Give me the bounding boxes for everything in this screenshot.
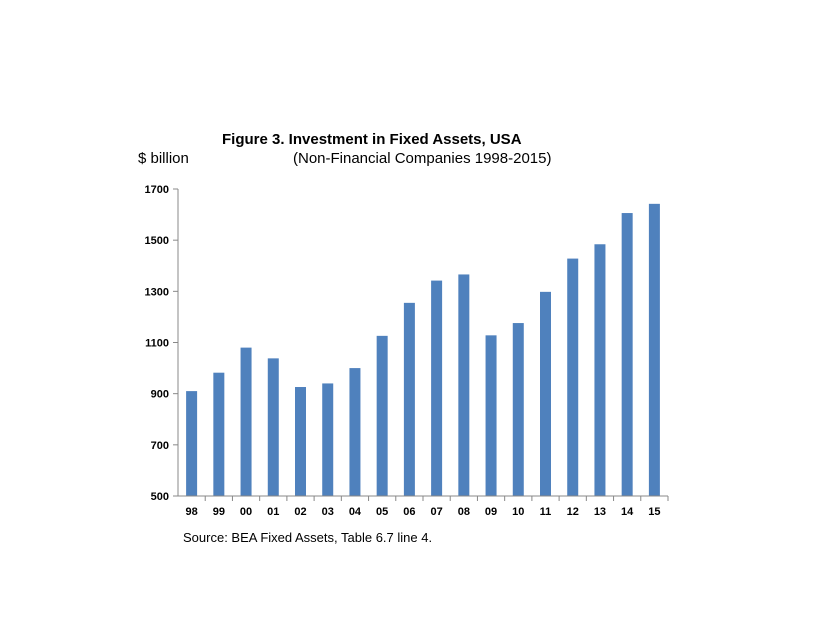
x-tick-label: 08	[458, 506, 470, 518]
source-note: Source: BEA Fixed Assets, Table 6.7 line…	[183, 530, 433, 545]
y-tick-label: 1500	[145, 235, 169, 247]
bar-11	[540, 291, 551, 496]
x-tick-label: 07	[430, 506, 442, 518]
x-tick-label: 13	[594, 506, 606, 518]
y-axis-unit-label: $ billion	[138, 150, 189, 167]
x-tick-label: 01	[267, 506, 279, 518]
x-tick-label: 98	[185, 506, 197, 518]
x-tick-label: 10	[512, 506, 524, 518]
y-tick-label: 700	[151, 440, 169, 452]
bar-00	[240, 347, 252, 496]
y-tick-label: 500	[151, 491, 169, 503]
bar-08	[458, 274, 470, 496]
chart-title: Figure 3. Investment in Fixed Assets, US…	[222, 131, 522, 148]
x-tick-label: 15	[648, 506, 660, 518]
chart-subtitle: (Non-Financial Companies 1998-2015)	[293, 150, 552, 167]
y-tick-label: 1100	[145, 338, 169, 350]
x-axis: 98 99 00 01 02 03 04 05 06 07 08 09 10 11 12 13 14 15	[185, 496, 669, 518]
x-tick-label: 03	[322, 506, 334, 518]
x-tick-label: 11	[540, 506, 552, 518]
x-tick-label: 99	[213, 506, 225, 518]
bar-02	[295, 387, 306, 496]
bar-03	[322, 383, 334, 496]
bar-12	[567, 258, 579, 496]
x-tick-label: 09	[485, 506, 497, 518]
bar-06	[403, 302, 415, 496]
y-tick-label: 1700	[145, 184, 169, 196]
bar-05	[376, 335, 388, 496]
bar-10	[512, 323, 524, 496]
bar-13	[594, 244, 606, 496]
y-axis: 500 700 900 1100 1300 1500 1700	[145, 184, 178, 503]
bar-15	[648, 203, 660, 497]
bar-09	[485, 335, 497, 496]
x-tick-label: 00	[240, 506, 252, 518]
bar-series	[186, 203, 660, 497]
x-tick-label: 05	[376, 506, 388, 518]
bar-99	[213, 372, 225, 496]
x-tick-label: 06	[403, 506, 415, 518]
x-tick-label: 12	[567, 506, 579, 518]
x-tick-label: 02	[294, 506, 306, 518]
bar-14	[621, 213, 633, 496]
x-tick-label: 04	[349, 506, 362, 518]
y-tick-label: 1300	[145, 286, 169, 298]
x-tick-label: 14	[621, 506, 634, 518]
bar-01	[267, 358, 279, 496]
bar-07	[431, 280, 443, 496]
y-tick-label: 900	[151, 389, 169, 401]
bar-98	[186, 391, 198, 496]
bar-04	[349, 368, 361, 496]
